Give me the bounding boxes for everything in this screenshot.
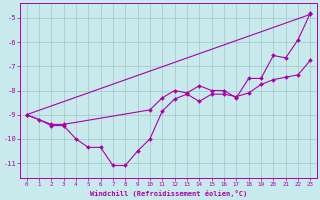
X-axis label: Windchill (Refroidissement éolien,°C): Windchill (Refroidissement éolien,°C)	[90, 190, 247, 197]
